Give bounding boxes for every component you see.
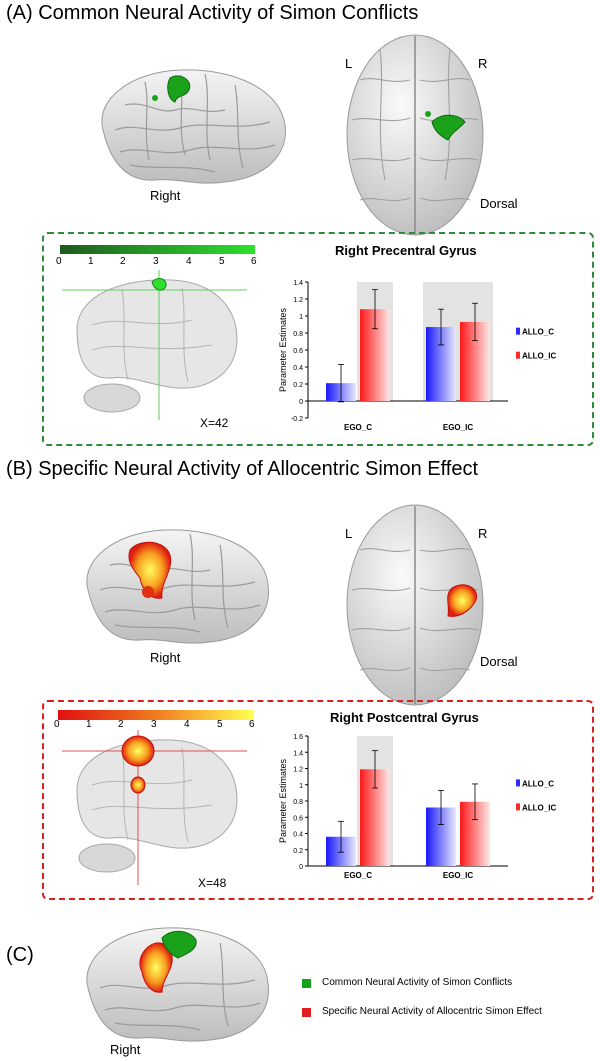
legend-label: ALLO_IC: [522, 352, 556, 361]
x-category-label: EGO_IC: [443, 871, 473, 880]
y-tick-label: 0: [299, 864, 303, 871]
y-tick-label: 1: [299, 783, 303, 790]
dorsal-label-a: Dorsal: [480, 196, 518, 211]
sagittal-slice-a: [62, 270, 247, 420]
y-tick-label: 1.2: [293, 767, 303, 774]
y-tick-label: 0.2: [293, 382, 303, 389]
y-tick-label: 0: [299, 399, 303, 406]
cb-b-tick: 0: [54, 719, 60, 730]
cb-a-tick: 6: [251, 256, 257, 267]
lateral-brain-b: [86, 529, 269, 644]
colorbar-a: [60, 245, 255, 254]
y-tick-label: 1.4: [293, 750, 303, 757]
y-tick-label: -0.2: [291, 416, 303, 423]
label-l-b: L: [345, 526, 353, 541]
cb-b-tick: 5: [217, 719, 223, 730]
dorsal-brain-b: [346, 504, 484, 706]
slice-label-b: X=48: [198, 876, 227, 890]
label-r-b: R: [478, 526, 488, 541]
colorbar-b: [58, 710, 253, 720]
chart-b-title: Right Postcentral Gyrus: [330, 710, 479, 725]
chart-a-title: Right Precentral Gyrus: [335, 243, 477, 258]
sagittal-slice-b: [62, 730, 247, 885]
slice-label-a: X=42: [200, 416, 229, 430]
lateral-brain-c: [86, 927, 269, 1042]
legend-label: ALLO_C: [522, 779, 554, 788]
legend-swatch: [516, 327, 520, 335]
y-tick-label: 0.4: [293, 365, 303, 372]
cb-a-tick: 1: [88, 256, 94, 267]
y-tick-label: 0.8: [293, 799, 303, 806]
section-c-label: (C): [6, 944, 34, 966]
y-tick-label: 0.6: [293, 815, 303, 822]
lateral-label-b: Right: [150, 650, 181, 665]
x-category-label: EGO_C: [344, 871, 372, 880]
cb-b-tick: 3: [151, 719, 157, 730]
cb-a-tick: 0: [56, 256, 62, 267]
y-tick-label: 0.4: [293, 832, 303, 839]
cb-b-tick: 1: [86, 719, 92, 730]
y-axis-label: Parameter Estimates: [278, 758, 288, 843]
dorsal-label-b: Dorsal: [480, 654, 518, 669]
y-tick-label: 0.6: [293, 348, 303, 355]
y-tick-label: 0.2: [293, 848, 303, 855]
y-tick-label: 0.8: [293, 331, 303, 338]
panel-b-box: [42, 700, 594, 900]
panel-a-box: [42, 232, 594, 446]
legend-c-specific: Specific Neural Activity of Allocentric …: [322, 1006, 542, 1017]
chart-a: -0.2 0 0.2 0.4 0.6 0.8 1 1.2 1.4 Parameter Estima…: [278, 280, 556, 432]
legend-c-swatch-common: [302, 979, 311, 988]
cb-a-tick: 4: [186, 256, 192, 267]
section-b-title: (B) Specific Neural Activity of Allocent…: [6, 458, 479, 480]
x-category-label: EGO_C: [344, 423, 372, 432]
legend-swatch: [516, 779, 520, 787]
legend-swatch: [516, 351, 520, 359]
y-tick-label: 1.2: [293, 297, 303, 304]
y-tick-label: 1.4: [293, 280, 303, 287]
cb-b-tick: 4: [184, 719, 190, 730]
cb-a-tick: 5: [219, 256, 225, 267]
x-category-label: EGO_IC: [443, 423, 473, 432]
label-r-a: R: [478, 56, 488, 71]
y-tick-label: 1.6: [293, 734, 303, 741]
lateral-brain-a: [101, 69, 286, 184]
cb-a-tick: 2: [120, 256, 126, 267]
legend-label: ALLO_C: [522, 328, 554, 337]
chart-b: 0 0.2 0.4 0.6 0.8 1 1.2 1.4 1.6 Parameter Estimat…: [278, 734, 556, 880]
cb-b-tick: 6: [249, 719, 255, 730]
lateral-label-a: Right: [150, 188, 181, 203]
lateral-label-c: Right: [110, 1042, 141, 1057]
legend-c-common: Common Neural Activity of Simon Conflict…: [322, 977, 513, 988]
y-tick-label: 1: [299, 314, 303, 321]
legend-c-swatch-specific: [302, 1008, 311, 1017]
dorsal-brain-a: [346, 34, 484, 236]
y-axis-label: Parameter Estimates: [278, 307, 288, 392]
legend-swatch: [516, 803, 520, 811]
section-a-title: (A) Common Neural Activity of Simon Conf…: [6, 2, 419, 24]
legend-label: ALLO_IC: [522, 803, 556, 812]
cb-b-tick: 2: [118, 719, 124, 730]
label-l-a: L: [345, 56, 353, 71]
cb-a-tick: 3: [153, 256, 159, 267]
